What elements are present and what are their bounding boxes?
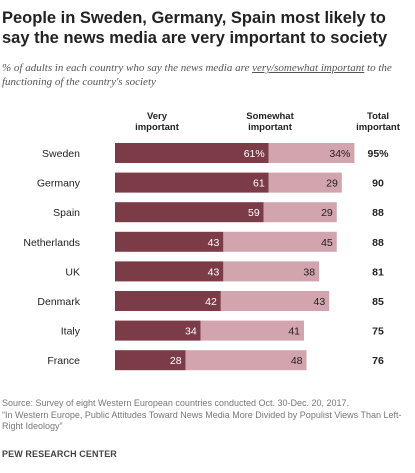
value-label-somewhat: 29 bbox=[321, 207, 333, 219]
total-value: 95% bbox=[367, 148, 389, 160]
country-label: Germany bbox=[37, 178, 81, 190]
bar-somewhat-important bbox=[268, 172, 342, 193]
bar-very-important bbox=[115, 143, 269, 163]
value-label-very: 43 bbox=[208, 266, 220, 278]
chart-footer: Source: Survey of eight Western European… bbox=[2, 398, 412, 433]
total-value: 81 bbox=[372, 266, 384, 278]
value-label-somewhat: 48 bbox=[291, 355, 303, 367]
bar-very-important bbox=[115, 261, 224, 282]
total-value: 76 bbox=[372, 355, 384, 367]
bar-very-important bbox=[115, 350, 186, 371]
stacked-bar-chart: Very important Somewhat important Total impor… bbox=[23, 111, 401, 371]
value-label-somewhat: 45 bbox=[321, 237, 333, 249]
country-label: Denmark bbox=[37, 296, 80, 308]
bar-very-important bbox=[115, 172, 269, 193]
subtitle-tail: to the functioning of the country's soci… bbox=[2, 62, 392, 88]
total-value: 85 bbox=[372, 296, 384, 308]
chart-subtitle: % of adults in each country who say the … bbox=[2, 61, 407, 89]
country-label: Italy bbox=[61, 326, 81, 338]
report-title: “In Western Europe, Public Attitudes Tow… bbox=[2, 409, 402, 432]
bar-somewhat-important bbox=[200, 320, 304, 341]
value-label-somewhat: 29 bbox=[326, 178, 338, 190]
total-value: 88 bbox=[372, 237, 384, 249]
header-somewhat-important: Somewhat important bbox=[246, 111, 294, 133]
bar-very-important bbox=[115, 291, 221, 311]
country-label: France bbox=[47, 355, 80, 367]
value-label-very: 28 bbox=[170, 355, 182, 367]
value-label-somewhat: 41 bbox=[288, 326, 300, 338]
country-label: Sweden bbox=[42, 148, 80, 160]
bar-somewhat-important bbox=[223, 261, 320, 282]
value-label-very: 59 bbox=[248, 207, 260, 219]
bar-somewhat-important bbox=[223, 231, 337, 252]
bar-very-important bbox=[115, 320, 201, 341]
value-label-somewhat: 34% bbox=[329, 148, 350, 160]
value-label-somewhat: 43 bbox=[314, 296, 326, 308]
value-label-very: 34 bbox=[185, 326, 197, 338]
bar-very-important bbox=[115, 231, 224, 252]
value-label-very: 42 bbox=[205, 296, 217, 308]
value-label-very: 61 bbox=[253, 178, 265, 190]
value-label-very: 61% bbox=[244, 148, 265, 160]
bar-somewhat-important bbox=[263, 202, 337, 223]
pew-brand-logo: PEW RESEARCH CENTER bbox=[2, 449, 117, 459]
country-label: Spain bbox=[53, 207, 80, 219]
country-label: Netherlands bbox=[23, 237, 80, 249]
total-value: 88 bbox=[372, 207, 384, 219]
total-value: 90 bbox=[372, 178, 384, 190]
value-label-somewhat: 38 bbox=[303, 266, 315, 278]
bar-somewhat-important bbox=[185, 350, 307, 371]
country-label: UK bbox=[65, 266, 80, 278]
header-very-important: Very important bbox=[135, 111, 180, 133]
bar-very-important bbox=[115, 202, 264, 223]
header-total-important: Total important bbox=[356, 111, 401, 133]
value-label-very: 43 bbox=[208, 237, 220, 249]
chart-title: People in Sweden, Germany, Spain most li… bbox=[2, 9, 388, 47]
subtitle-lead: % of adults in each country who say the … bbox=[2, 62, 253, 74]
bar-somewhat-important bbox=[268, 143, 355, 163]
source-note: Source: Survey of eight Western European… bbox=[2, 398, 350, 408]
subtitle-underlined: very/somewhat important bbox=[252, 62, 365, 74]
total-value: 75 bbox=[372, 326, 384, 338]
bar-somewhat-important bbox=[220, 291, 330, 311]
